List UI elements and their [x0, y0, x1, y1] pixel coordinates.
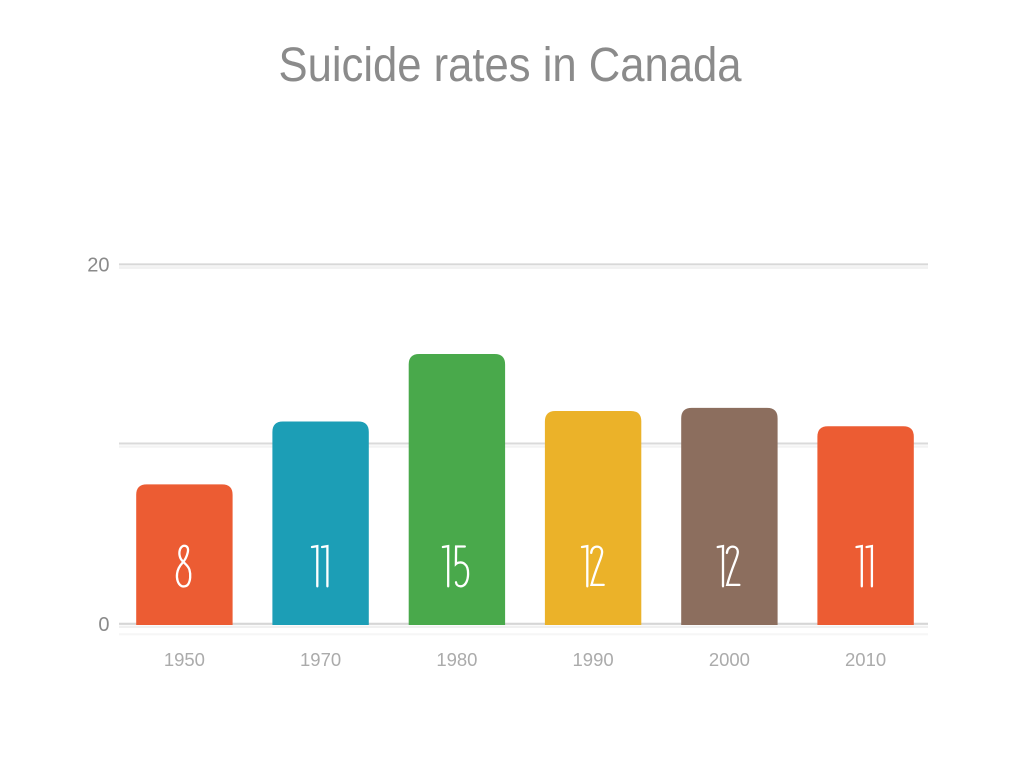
svg-text:0: 0 — [98, 614, 109, 636]
svg-text:2000: 2000 — [709, 649, 750, 670]
svg-text:2010: 2010 — [845, 649, 886, 670]
svg-text:1950: 1950 — [164, 649, 205, 670]
svg-text:Suicide rates in Canada: Suicide rates in Canada — [279, 39, 742, 92]
svg-text:20: 20 — [87, 255, 109, 277]
svg-text:1980: 1980 — [436, 649, 477, 670]
svg-text:1970: 1970 — [300, 649, 341, 670]
svg-text:1990: 1990 — [573, 649, 614, 670]
